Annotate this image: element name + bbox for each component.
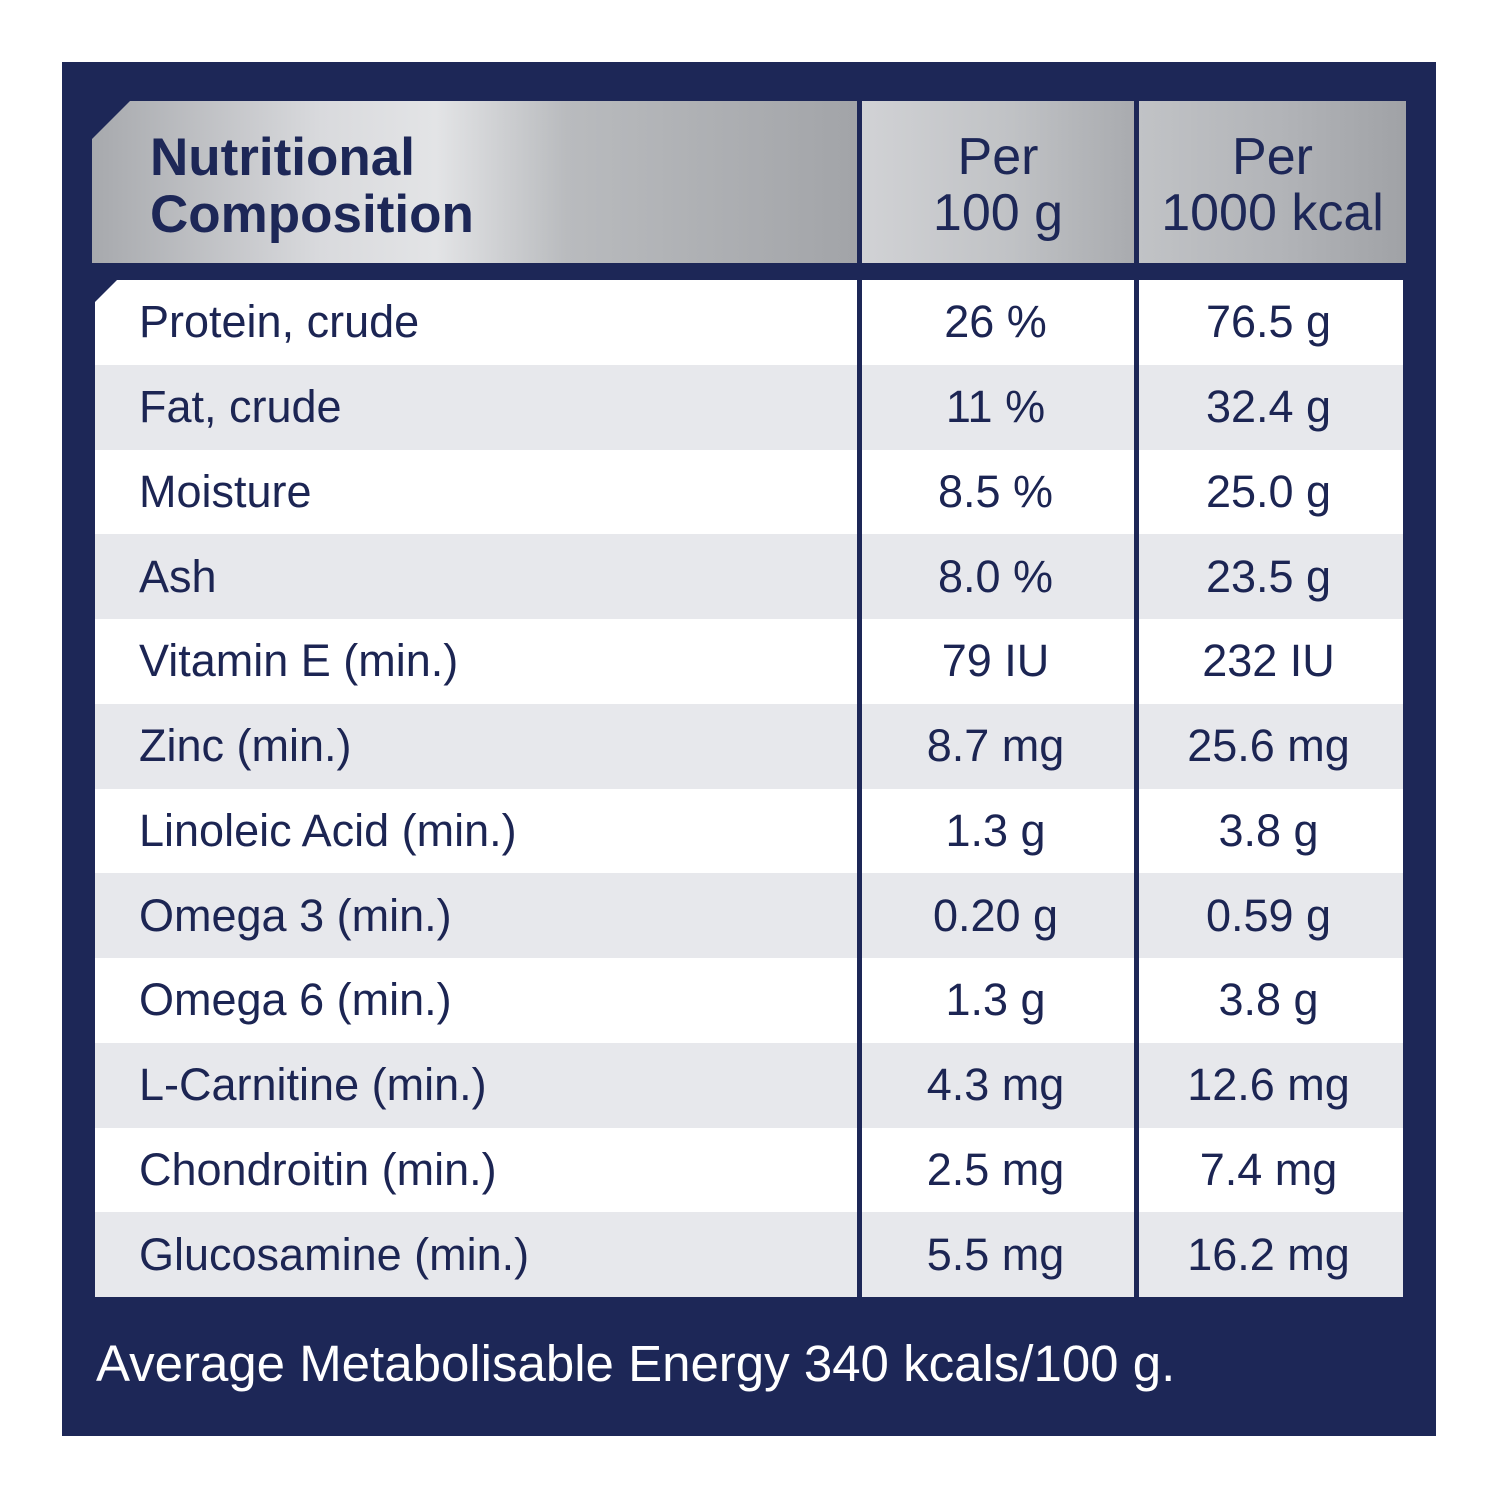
value-per-1000kcal: 7.4 mg (1199, 1143, 1338, 1195)
nutrient-name: Glucosamine (min.) (139, 1228, 530, 1280)
table-row: Linoleic Acid (min.) 1.3 g 3.8 g (95, 788, 1403, 874)
nutrient-name: Vitamin E (min.) (139, 635, 459, 687)
column-header-per-1000kcal: Per 1000 kcal (1139, 129, 1406, 241)
energy-footnote: Average Metabolisable Energy 340 kcals/1… (96, 1335, 1176, 1392)
header-per-1000kcal: Per 1000 kcal (1139, 101, 1406, 263)
value-per-1000kcal: 12.6 mg (1187, 1059, 1350, 1111)
value-per-1000kcal: 3.8 g (1218, 974, 1319, 1026)
nutrition-panel: Nutritional Composition Per 100 g Per 10… (62, 62, 1436, 1436)
value-per-100g: 8.0 % (937, 550, 1054, 602)
nutrient-name: Omega 6 (min.) (139, 974, 452, 1026)
header-label-cell: Nutritional Composition (92, 101, 857, 263)
table-row: Vitamin E (min.) 79 IU 232 IU (95, 619, 1403, 704)
value-per-100g: 8.5 % (937, 465, 1054, 517)
nutrient-name: Omega 3 (min.) (139, 889, 452, 941)
value-per-100g: 2.5 mg (926, 1143, 1065, 1195)
table-row: Moisture 8.5 % 25.0 g (95, 449, 1403, 535)
value-per-100g: 79 IU (941, 635, 1050, 687)
nutrient-name: Zinc (min.) (139, 720, 352, 772)
table-row: Omega 6 (min.) 1.3 g 3.8 g (95, 958, 1403, 1043)
nutrient-name: Linoleic Acid (min.) (139, 804, 517, 856)
column-header-per-100g: Per 100 g (862, 129, 1134, 241)
value-per-100g: 0.20 g (932, 889, 1059, 941)
value-per-1000kcal: 25.0 g (1205, 465, 1332, 517)
table-row: Zinc (min.) 8.7 mg 25.6 mg (95, 703, 1403, 789)
value-per-100g: 4.3 mg (926, 1059, 1065, 1111)
value-per-1000kcal: 23.5 g (1205, 550, 1332, 602)
value-per-100g: 26 % (944, 296, 1047, 348)
value-per-1000kcal: 76.5 g (1205, 296, 1332, 348)
header-per-100g: Per 100 g (862, 101, 1134, 263)
column-divider (1134, 101, 1139, 1297)
table-row: Ash 8.0 % 23.5 g (95, 534, 1403, 619)
value-per-100g: 8.7 mg (926, 720, 1065, 772)
nutrient-name: Moisture (139, 465, 312, 517)
table-row: Fat, crude 11 % 32.4 g (95, 364, 1403, 450)
title-line-1: Nutritional (150, 128, 415, 187)
column-divider (857, 101, 862, 1297)
value-per-100g: 1.3 g (945, 974, 1046, 1026)
column-header-line-2: 100 g (932, 184, 1064, 242)
table-row: Glucosamine (min.) 5.5 mg 16.2 mg (95, 1212, 1403, 1297)
table-row: Protein, crude 26 % 76.5 g (95, 280, 1403, 365)
nutrient-name: Chondroitin (min.) (139, 1143, 497, 1195)
column-header-line-2: 1000 kcal (1161, 184, 1384, 242)
value-per-100g: 5.5 mg (926, 1228, 1065, 1280)
value-per-1000kcal: 232 IU (1202, 635, 1335, 687)
nutrient-name: Ash (139, 550, 217, 602)
title-line-2: Composition (150, 185, 474, 244)
value-per-100g: 1.3 g (945, 804, 1046, 856)
column-header-line-1: Per (957, 128, 1039, 186)
value-per-1000kcal: 0.59 g (1205, 889, 1332, 941)
value-per-1000kcal: 32.4 g (1205, 381, 1332, 433)
value-per-1000kcal: 3.8 g (1218, 804, 1319, 856)
nutrition-table-body: Protein, crude 26 % 76.5 g Fat, crude 11 % 32… (95, 280, 1403, 1297)
table-row: L-Carnitine (min.) 4.3 mg 12.6 mg (95, 1042, 1403, 1128)
table-row: Omega 3 (min.) 0.20 g 0.59 g (95, 873, 1403, 958)
table-title: Nutritional Composition (150, 129, 474, 243)
nutrient-name: Protein, crude (139, 296, 420, 348)
nutrient-name: Fat, crude (139, 381, 342, 433)
value-per-1000kcal: 25.6 mg (1187, 720, 1350, 772)
nutrient-name: L-Carnitine (min.) (139, 1059, 487, 1111)
value-per-100g: 11 % (945, 381, 1046, 433)
table-row: Chondroitin (min.) 2.5 mg 7.4 mg (95, 1127, 1403, 1213)
value-per-1000kcal: 16.2 mg (1187, 1228, 1350, 1280)
column-header-line-1: Per (1232, 128, 1313, 186)
